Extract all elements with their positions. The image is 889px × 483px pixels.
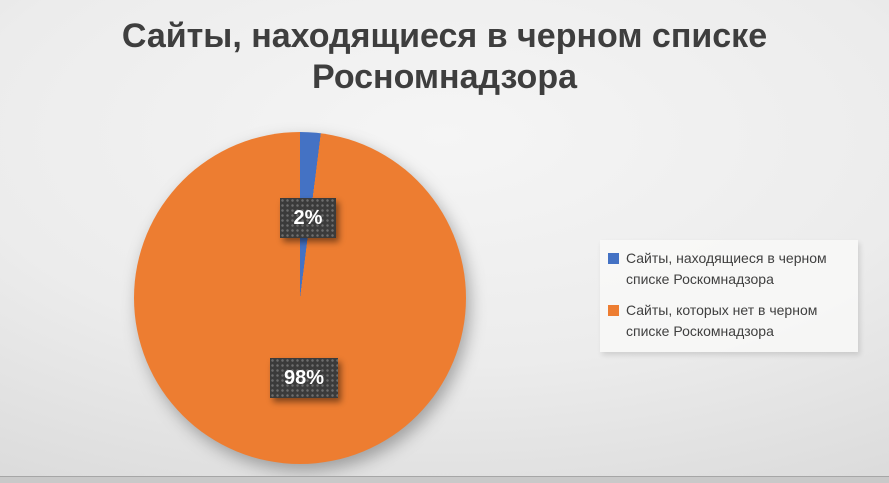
legend-swatch-blue-icon <box>608 253 619 264</box>
data-label-blacklisted: 2% <box>280 198 336 238</box>
legend-label-not-blacklisted: Сайты, которых нет в черном списке Роско… <box>626 302 818 339</box>
legend: Сайты, находящиеся в черном списке Роско… <box>600 240 858 352</box>
legend-label-blacklisted: Сайты, находящиеся в черном списке Роско… <box>626 250 827 287</box>
data-label-not-blacklisted: 98% <box>270 358 338 398</box>
legend-item-blacklisted: Сайты, находящиеся в черном списке Роско… <box>608 248 852 290</box>
legend-item-not-blacklisted: Сайты, которых нет в черном списке Роско… <box>608 300 852 342</box>
pie-chart <box>134 132 466 464</box>
chart-title: Сайты, находящиеся в черном списке Росно… <box>121 17 768 96</box>
slide-bottom-edge <box>0 476 889 483</box>
legend-swatch-orange-icon <box>608 305 619 316</box>
